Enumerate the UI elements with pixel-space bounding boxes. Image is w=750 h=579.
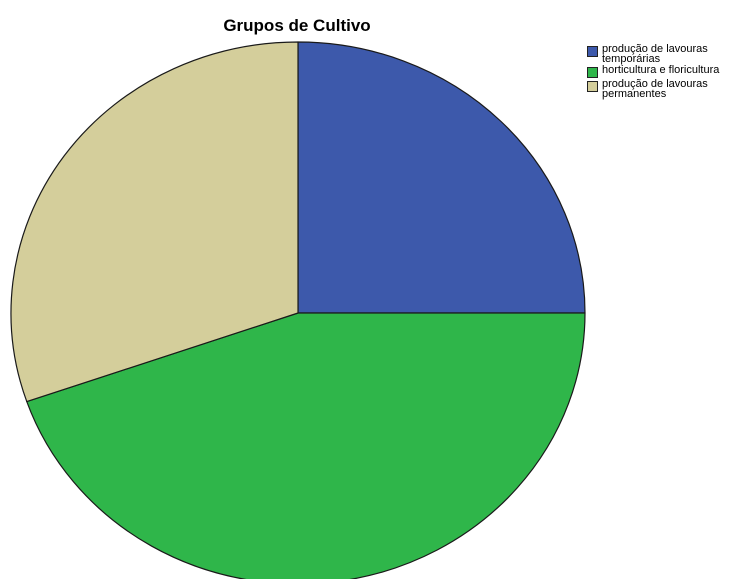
legend-swatch [587,46,598,57]
legend-item: produção de lavouras permanentes [587,78,747,100]
pie-slice [297,41,586,314]
legend: produção de lavouras temporárias horticu… [587,44,747,100]
legend-item: produção de lavouras temporárias [587,43,747,65]
legend-item: horticultura e floricultura [587,65,747,78]
legend-label: horticultura e floricultura [602,64,720,76]
pie-slice [10,41,299,403]
chart-title: Grupos de Cultivo [223,16,371,35]
legend-label: produção de lavouras permanentes [602,78,708,100]
legend-swatch [587,81,598,92]
legend-label: produção de lavouras temporárias [602,43,708,65]
pie-slice [26,312,586,579]
legend-swatch [587,67,598,78]
